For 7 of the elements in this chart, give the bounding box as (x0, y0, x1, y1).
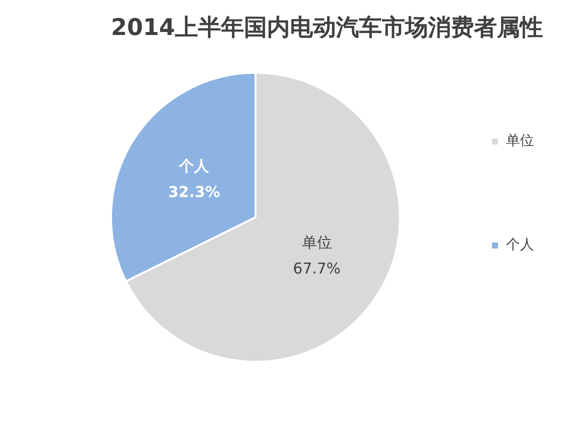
data-label: 32.3% (168, 183, 220, 202)
legend-label: 单位 (506, 133, 534, 150)
slice-label: 单位 (302, 233, 332, 252)
chart-title: 2014上半年国内电动汽车市场消费者属性 (110, 14, 544, 41)
slice-label: 个人 (178, 157, 210, 176)
data-label: 67.7% (293, 259, 341, 278)
legend-label: 个人 (506, 237, 534, 254)
